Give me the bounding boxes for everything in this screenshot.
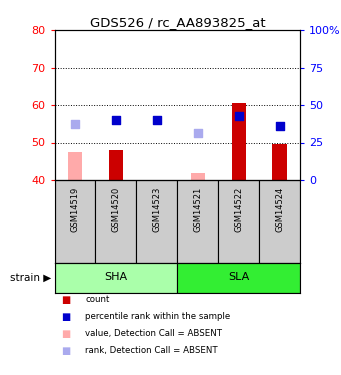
Point <box>277 123 282 129</box>
Bar <box>55 262 177 292</box>
Text: percentile rank within the sample: percentile rank within the sample <box>85 312 231 321</box>
Bar <box>109 150 123 180</box>
Text: GSM14519: GSM14519 <box>71 187 79 232</box>
Point <box>113 117 119 123</box>
Text: count: count <box>85 296 109 304</box>
Point <box>72 121 78 127</box>
Bar <box>68 152 82 180</box>
Text: SLA: SLA <box>228 273 249 282</box>
Text: strain ▶: strain ▶ <box>10 273 51 282</box>
Bar <box>272 144 287 180</box>
Text: rank, Detection Call = ABSENT: rank, Detection Call = ABSENT <box>85 346 218 355</box>
Text: GSM14521: GSM14521 <box>193 187 202 232</box>
Point <box>236 113 241 119</box>
Text: GSM14523: GSM14523 <box>152 187 161 232</box>
Point <box>154 117 160 123</box>
Point <box>195 130 201 136</box>
Title: GDS526 / rc_AA893825_at: GDS526 / rc_AA893825_at <box>89 16 265 29</box>
Bar <box>95 180 136 262</box>
Bar <box>218 180 259 262</box>
Bar <box>232 103 246 180</box>
Text: ■: ■ <box>61 346 71 355</box>
Text: SHA: SHA <box>104 273 128 282</box>
Text: value, Detection Call = ABSENT: value, Detection Call = ABSENT <box>85 329 222 338</box>
Bar <box>136 180 177 262</box>
Bar <box>177 180 218 262</box>
Bar <box>177 262 300 292</box>
Bar <box>191 172 205 180</box>
Text: ■: ■ <box>61 329 71 339</box>
Text: ■: ■ <box>61 295 71 305</box>
Text: ■: ■ <box>61 312 71 322</box>
Text: GSM14520: GSM14520 <box>112 187 120 232</box>
Text: GSM14522: GSM14522 <box>234 187 243 232</box>
Bar <box>55 180 95 262</box>
Bar <box>259 180 300 262</box>
Text: GSM14524: GSM14524 <box>275 187 284 232</box>
